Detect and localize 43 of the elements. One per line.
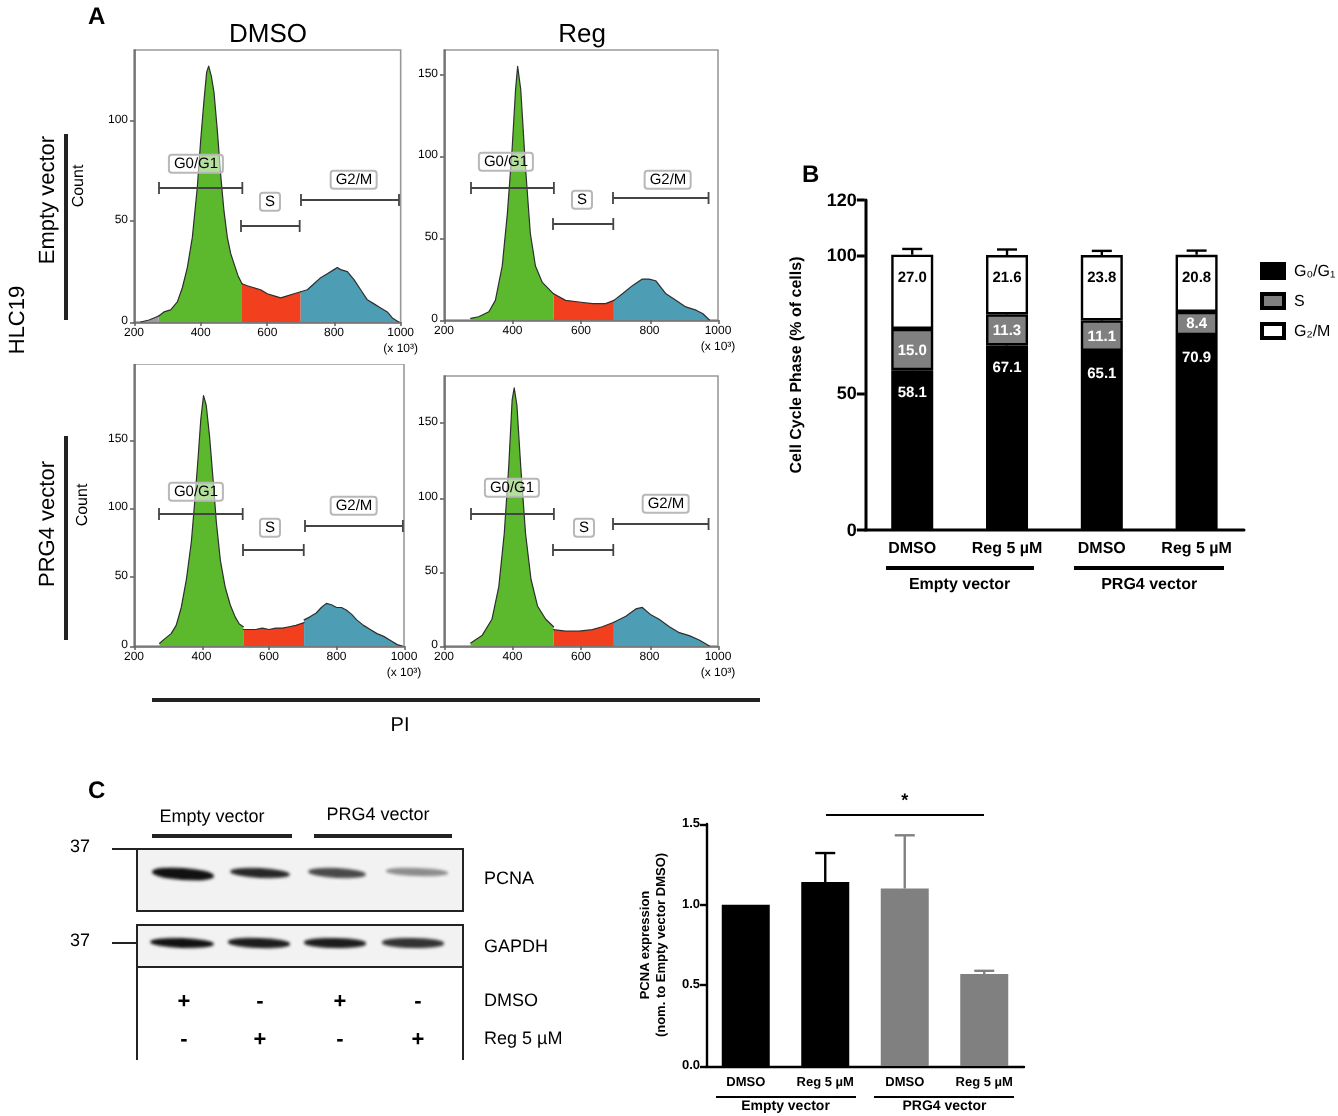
y-axis-title: Count — [73, 482, 91, 527]
legend-label: G₂/M — [1294, 322, 1332, 340]
text: Empty vector — [35, 135, 61, 265]
text: + — [411, 1027, 425, 1053]
x-tick-label: DMSO — [888, 539, 937, 557]
y-axis-title: Cell Cycle Phase (% of cells) — [786, 255, 805, 474]
text: Empty vector — [159, 806, 265, 828]
text: + — [177, 989, 191, 1015]
x-tick-label: Reg 5 µM — [1161, 539, 1233, 557]
bar — [960, 974, 1009, 1066]
y-axis-title: Count — [69, 163, 88, 208]
text: - — [180, 1027, 188, 1053]
text: 37 — [69, 930, 91, 952]
text: Reg 5 µM — [484, 1028, 563, 1050]
x-tick-label: Reg 5 µM — [971, 539, 1043, 557]
y-tick-label: 120 — [826, 190, 857, 210]
text: - — [414, 989, 422, 1015]
text: 37 — [69, 836, 91, 858]
text: + — [253, 1027, 267, 1053]
legend-label: S — [1294, 292, 1305, 310]
y-tick-label: 50 — [836, 382, 857, 403]
text: + — [333, 989, 347, 1015]
text: PI — [390, 715, 410, 737]
text: PCNA — [484, 868, 535, 890]
chart-title: Reg — [558, 17, 606, 49]
text: HLC19 — [5, 285, 31, 355]
text: A — [88, 2, 106, 31]
chart-title: B — [802, 160, 820, 189]
text: Empty vector — [908, 575, 1011, 595]
y-tick-label: 0 — [846, 520, 857, 540]
x-tick-label: DMSO — [1077, 539, 1126, 557]
text: PRG4 vector — [326, 804, 430, 826]
text: C — [88, 776, 106, 805]
chart-title: DMSO — [229, 17, 307, 49]
text: GAPDH — [484, 936, 549, 958]
legend-label: G₀/G₁ — [1294, 262, 1336, 280]
text: - — [256, 989, 264, 1015]
text: PRG4 vector — [35, 461, 61, 587]
y-tick-label: 100 — [826, 245, 857, 265]
text: - — [336, 1027, 344, 1053]
text: * — [901, 790, 909, 812]
text: PRG4 vector — [1101, 575, 1198, 595]
text: DMSO — [484, 990, 538, 1012]
